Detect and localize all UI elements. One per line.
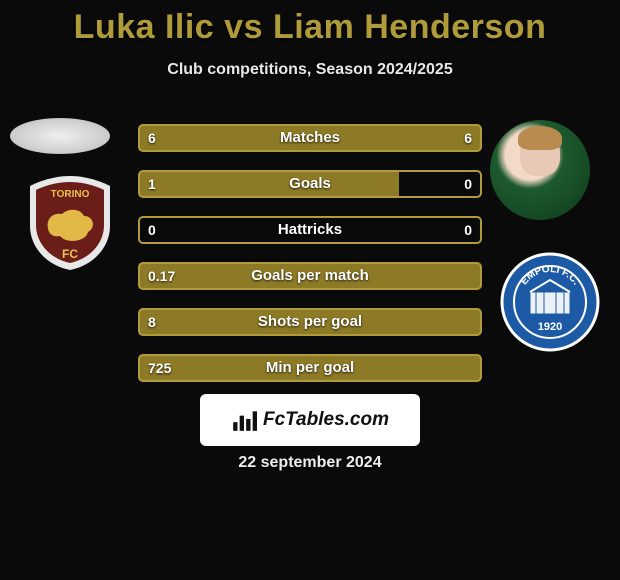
vs-label: vs bbox=[224, 8, 263, 46]
empoli-year: 1920 bbox=[538, 321, 562, 333]
comparison-date: 22 september 2024 bbox=[0, 454, 620, 472]
stat-label: Min per goal bbox=[138, 354, 482, 382]
stat-row: 00Hattricks bbox=[138, 216, 482, 244]
stat-row: 66Matches bbox=[138, 124, 482, 152]
torino-crest-icon: TORINO FC bbox=[20, 172, 120, 272]
brand-chart-icon bbox=[231, 407, 257, 433]
torino-text-top: TORINO bbox=[51, 189, 90, 200]
stat-label: Hattricks bbox=[138, 216, 482, 244]
stat-row: 0.17Goals per match bbox=[138, 262, 482, 290]
stat-label: Goals bbox=[138, 170, 482, 198]
stat-label: Goals per match bbox=[138, 262, 482, 290]
stat-label: Shots per goal bbox=[138, 308, 482, 336]
comparison-subtitle: Club competitions, Season 2024/2025 bbox=[0, 61, 620, 79]
player1-name: Luka Ilic bbox=[74, 8, 215, 46]
stat-row: 8Shots per goal bbox=[138, 308, 482, 336]
player2-portrait bbox=[490, 120, 590, 220]
player1-club-crest: TORINO FC bbox=[20, 172, 120, 272]
stats-container: 66Matches 10Goals 00Hattricks 0.17Goals per… bbox=[138, 124, 482, 400]
stat-row: 725Min per goal bbox=[138, 354, 482, 382]
stat-label: Matches bbox=[138, 124, 482, 152]
brand-badge: FcTables.com bbox=[200, 394, 420, 446]
comparison-title: Luka Ilic vs Liam Henderson bbox=[0, 0, 620, 47]
brand-label: FcTables.com bbox=[263, 409, 389, 431]
player2-club-crest: EMPOLI F.C. 1920 bbox=[500, 252, 600, 352]
player1-portrait bbox=[10, 118, 110, 154]
torino-text-bottom: FC bbox=[62, 247, 78, 261]
empoli-crest-icon: EMPOLI F.C. 1920 bbox=[500, 252, 600, 352]
stat-row: 10Goals bbox=[138, 170, 482, 198]
player2-name: Liam Henderson bbox=[273, 8, 546, 46]
